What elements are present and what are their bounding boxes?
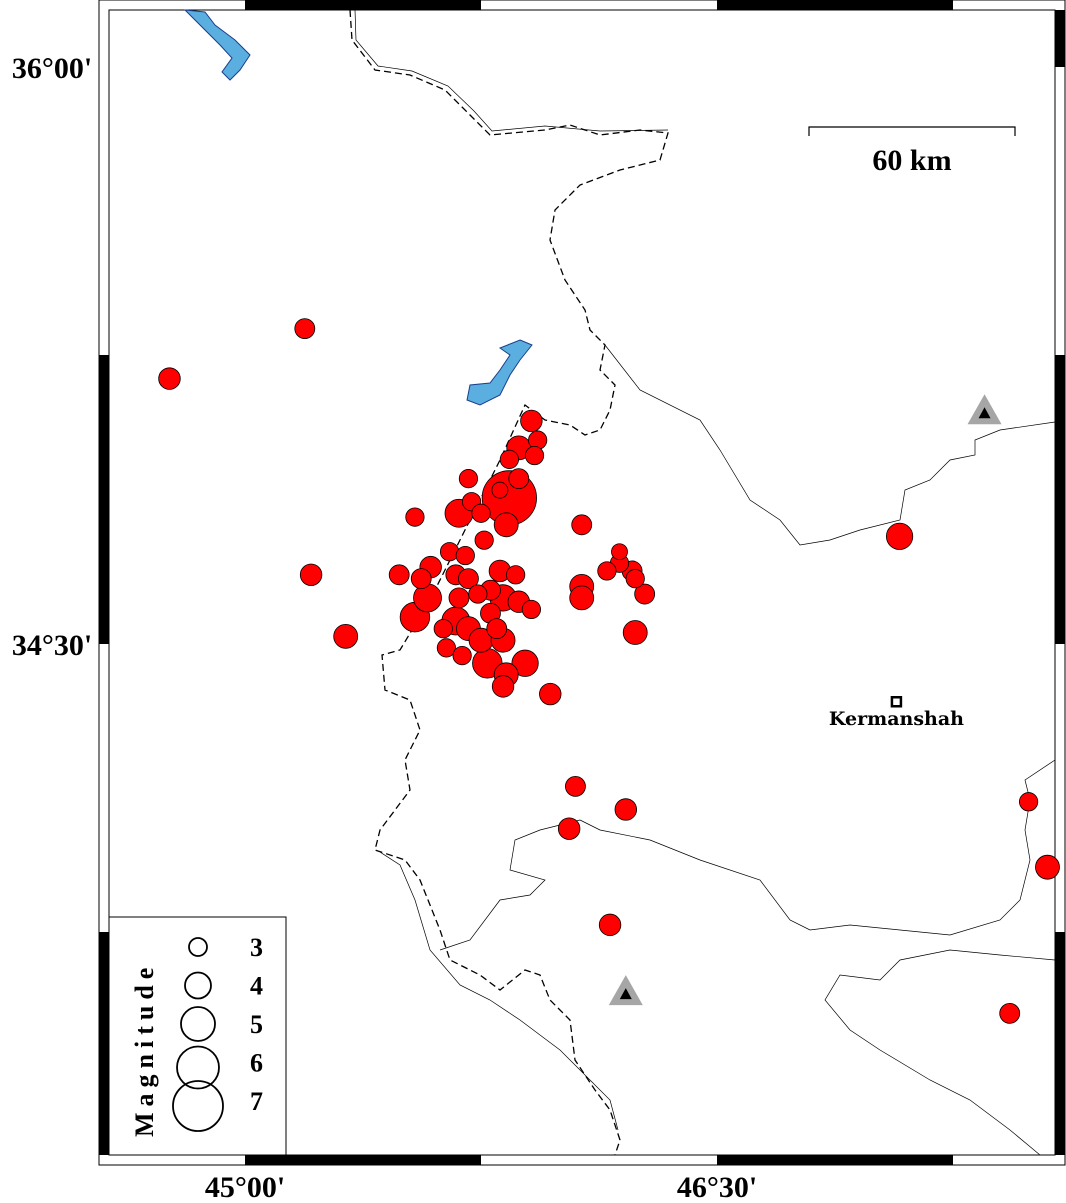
earthquake-event xyxy=(622,620,648,645)
lat-label-34-30: 34°30' xyxy=(12,629,92,662)
lat-label-36: 36°00' xyxy=(12,52,92,85)
lake-north xyxy=(183,9,251,81)
earthquake-event xyxy=(557,817,581,840)
earthquake-event xyxy=(299,563,323,587)
earthquake-event xyxy=(410,568,432,590)
earthquake-event xyxy=(294,318,316,339)
earthquake-event xyxy=(524,445,545,466)
earthquake-event xyxy=(333,623,359,649)
magnitude-legend: Magnitude 3 4 5 6 7 xyxy=(108,916,287,1156)
legend-label-5: 5 xyxy=(250,1010,263,1039)
legend-circle-7 xyxy=(172,1080,224,1132)
earthquake-event xyxy=(597,561,617,581)
legend-circle-4 xyxy=(184,971,212,1000)
earthquake-event xyxy=(433,619,453,639)
earthquake-event xyxy=(486,618,508,640)
earthquake-event xyxy=(611,543,628,561)
earthquake-event xyxy=(625,569,645,589)
legend-label-6: 6 xyxy=(250,1049,263,1078)
borders xyxy=(349,9,1056,1156)
earthquake-event xyxy=(511,649,539,677)
city-marker-icon xyxy=(890,696,903,708)
city-kermanshah: Kermanshah xyxy=(829,696,964,730)
earthquake-event xyxy=(491,481,509,499)
legend-label-7: 7 xyxy=(250,1087,263,1116)
earthquake-event xyxy=(885,522,914,550)
seismic-stations xyxy=(608,394,1002,1006)
scale-bar: 60 km xyxy=(808,126,1016,177)
lon-label-46-30: 46°30' xyxy=(677,1171,757,1203)
earthquake-event xyxy=(491,675,515,698)
earthquake-event xyxy=(448,587,470,609)
legend-title: Magnitude xyxy=(130,962,159,1137)
earthquake-event xyxy=(455,545,475,566)
earthquake-event xyxy=(598,913,622,937)
earthquake-event xyxy=(471,503,491,523)
international-border xyxy=(349,9,669,1156)
earthquake-event xyxy=(614,798,637,821)
earthquake-event xyxy=(539,682,562,706)
legend-label-3: 3 xyxy=(250,933,263,962)
earthquake-event xyxy=(1019,792,1039,812)
earthquake-event xyxy=(388,564,410,586)
earthquake-event xyxy=(458,568,479,590)
city-label: Kermanshah xyxy=(829,708,964,730)
earthquake-event xyxy=(571,514,593,536)
earthquake-event xyxy=(521,599,541,620)
earthquake-event xyxy=(999,1002,1021,1024)
legend-circle-3 xyxy=(188,937,208,957)
earthquake-event xyxy=(439,542,460,562)
station-triangle-icon xyxy=(967,394,1002,425)
legend-circle-6 xyxy=(176,1045,220,1090)
earthquake-event xyxy=(565,775,586,797)
legend-label-4: 4 xyxy=(250,972,263,1001)
earthquake-event xyxy=(436,638,457,658)
station-triangle-icon xyxy=(608,975,643,1006)
earthquake-event xyxy=(520,409,543,433)
earthquake-event xyxy=(452,645,472,666)
earthquake-event xyxy=(508,468,530,490)
earthquake-event xyxy=(569,585,595,611)
earthquake-event xyxy=(499,449,519,469)
lake-darbandikhan xyxy=(466,339,533,406)
earthquake-events xyxy=(158,318,1060,1024)
earthquake-event xyxy=(458,469,479,489)
scale-bar-label: 60 km xyxy=(872,144,951,177)
earthquake-event xyxy=(405,507,425,527)
lon-label-45: 45°00' xyxy=(205,1171,285,1203)
earthquake-event xyxy=(158,367,181,390)
legend-circle-5 xyxy=(180,1006,216,1042)
earthquake-event xyxy=(1035,854,1060,880)
earthquake-event xyxy=(634,583,656,605)
earthquake-event xyxy=(493,512,519,538)
earthquake-event xyxy=(474,530,494,550)
earthquake-event xyxy=(506,565,526,585)
earthquake-event xyxy=(468,584,488,604)
